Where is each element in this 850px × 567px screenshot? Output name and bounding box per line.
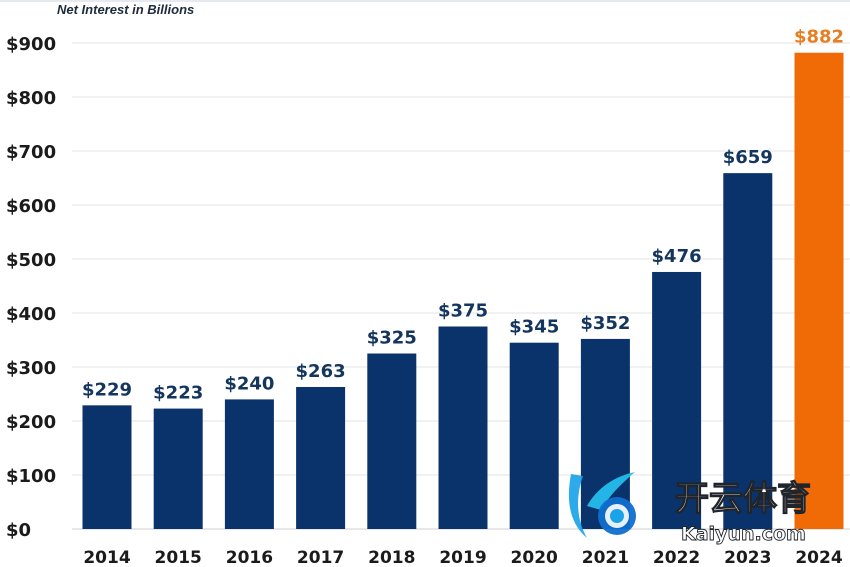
x-tick-label-2015: 2015 xyxy=(155,548,202,567)
chart-title: Net Interest in Billions xyxy=(57,2,195,17)
y-axis-ticks: $0 $100 $200 $300 $400 $500 $600 $700 $800 $900 xyxy=(6,34,56,541)
bars xyxy=(82,52,844,529)
x-axis-ticks: 2014 2015 2016 2017 2018 2019 2020 2021 2022 2023… xyxy=(83,548,842,567)
x-tick-label-2019: 2019 xyxy=(439,548,486,567)
value-label-2017: $263 xyxy=(296,361,346,382)
value-label-2018: $325 xyxy=(367,328,417,349)
watermark-k-icon xyxy=(568,472,636,538)
x-tick-label-2017: 2017 xyxy=(297,548,344,567)
y-tick-label: $900 xyxy=(6,34,56,55)
x-tick-label-2022: 2022 xyxy=(653,548,700,567)
top-divider xyxy=(0,0,850,2)
x-tick-label-2014: 2014 xyxy=(83,548,130,567)
bar-2015 xyxy=(153,408,203,529)
bar-2023 xyxy=(723,173,773,529)
value-label-2021: $352 xyxy=(580,313,630,334)
bar-2020 xyxy=(509,342,559,529)
y-tick-label: $100 xyxy=(6,466,56,487)
x-tick-label-2021: 2021 xyxy=(582,548,629,567)
value-label-2019: $375 xyxy=(438,301,488,322)
y-tick-label: $200 xyxy=(6,412,56,433)
y-tick-label: $800 xyxy=(6,88,56,109)
value-label-2020: $345 xyxy=(509,317,559,338)
y-tick-label: $400 xyxy=(6,304,56,325)
value-label-2022: $476 xyxy=(652,246,702,267)
bar-2024 xyxy=(794,52,844,529)
value-labels: $229 $223 $240 $263 $325 $375 $345 $352 $476 $659… xyxy=(82,27,844,404)
bar-2017 xyxy=(296,386,346,529)
bar-2018 xyxy=(367,353,417,529)
value-label-2023: $659 xyxy=(723,147,773,168)
value-label-2024: $882 xyxy=(794,27,844,48)
y-tick-label: $0 xyxy=(6,520,31,541)
bar-2019 xyxy=(438,326,488,529)
x-tick-label-2020: 2020 xyxy=(511,548,558,567)
watermark-url-text: Kaiyun.com xyxy=(681,523,806,545)
x-tick-label-2018: 2018 xyxy=(368,548,415,567)
watermark-logo: 开云体育 Kaiyun.com xyxy=(568,472,812,545)
y-tick-label: $600 xyxy=(6,196,56,217)
value-label-2016: $240 xyxy=(224,373,274,394)
value-label-2014: $229 xyxy=(82,379,132,400)
y-tick-label: $500 xyxy=(6,250,56,271)
value-label-2015: $223 xyxy=(153,383,203,404)
x-tick-label-2024: 2024 xyxy=(795,548,842,567)
bar-2022 xyxy=(652,271,702,529)
bar-2014 xyxy=(82,405,132,529)
x-tick-label-2023: 2023 xyxy=(724,548,771,567)
bar-2016 xyxy=(224,399,274,529)
x-tick-label-2016: 2016 xyxy=(226,548,273,567)
y-tick-label: $700 xyxy=(6,142,56,163)
watermark-cn-text: 开云体育 xyxy=(675,479,811,519)
y-tick-label: $300 xyxy=(6,358,56,379)
